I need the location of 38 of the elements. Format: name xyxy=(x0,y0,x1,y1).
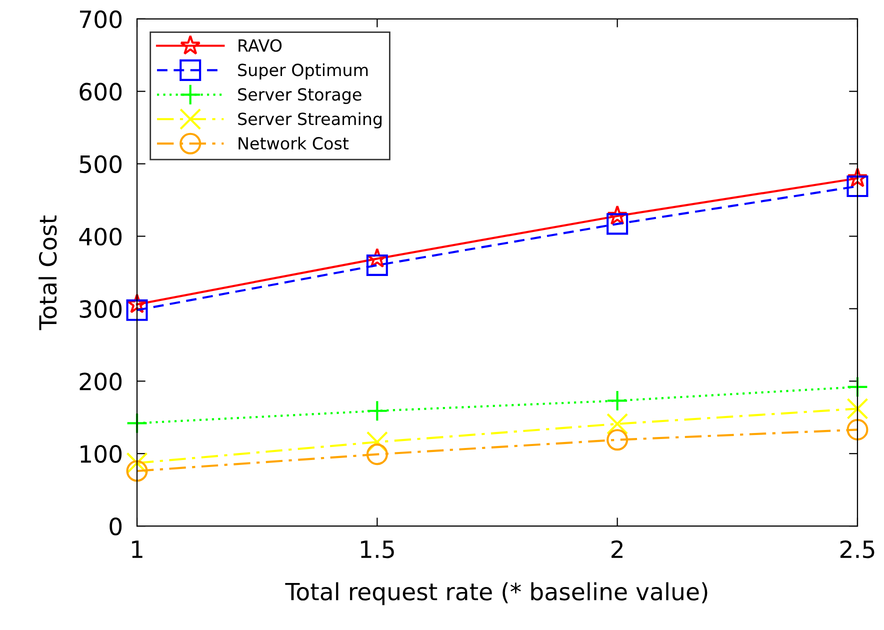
y-tick-label: 700 xyxy=(80,10,122,28)
legend-label: Super Optimum xyxy=(238,63,368,80)
point xyxy=(846,418,868,440)
point xyxy=(607,205,628,225)
y-tick-label: 500 xyxy=(80,155,122,174)
point xyxy=(126,294,148,314)
point xyxy=(126,412,148,434)
y-axis-title: Total Cost xyxy=(38,215,57,330)
y-tick-label: 600 xyxy=(80,82,122,101)
point xyxy=(846,175,868,198)
legend-label: RAVO xyxy=(238,39,282,52)
y-tick-label: 0 xyxy=(110,517,122,536)
point xyxy=(366,254,388,276)
y-tick-label: 300 xyxy=(80,300,122,318)
x-tick-label: 1 xyxy=(132,540,142,558)
point xyxy=(846,376,868,398)
point xyxy=(126,460,148,482)
point xyxy=(847,168,868,188)
point xyxy=(846,398,868,420)
point xyxy=(606,429,628,451)
y-tick-label: 100 xyxy=(80,445,122,463)
legend-label: Server Streaming xyxy=(238,112,382,128)
legend-label: Network Cost xyxy=(238,136,349,150)
point xyxy=(366,400,388,422)
point xyxy=(366,431,388,453)
y-tick-label: 200 xyxy=(80,372,122,390)
x-axis-title: Total request rate (* baseline value) xyxy=(285,582,708,606)
point xyxy=(606,213,628,235)
point xyxy=(126,299,148,321)
point xyxy=(366,444,388,466)
legend-label: Server Storage xyxy=(238,88,362,104)
y-tick-label: 400 xyxy=(79,228,122,246)
point xyxy=(126,452,148,474)
point xyxy=(606,413,628,435)
x-tick-label: 1.5 xyxy=(360,540,394,558)
point xyxy=(606,390,628,412)
x-tick-label: 2 xyxy=(612,540,622,558)
x-tick-label: 2.5 xyxy=(840,540,874,558)
